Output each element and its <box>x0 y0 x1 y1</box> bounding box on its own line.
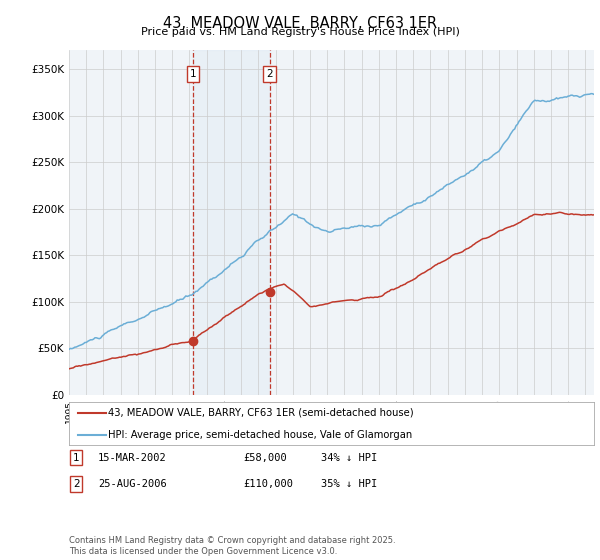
Text: 15-MAR-2002: 15-MAR-2002 <box>98 452 167 463</box>
Text: 43, MEADOW VALE, BARRY, CF63 1ER: 43, MEADOW VALE, BARRY, CF63 1ER <box>163 16 437 31</box>
Text: 1: 1 <box>73 452 80 463</box>
Text: 2: 2 <box>266 69 273 78</box>
Text: 43, MEADOW VALE, BARRY, CF63 1ER (semi-detached house): 43, MEADOW VALE, BARRY, CF63 1ER (semi-d… <box>109 408 414 418</box>
Text: 1: 1 <box>190 69 196 78</box>
Text: HPI: Average price, semi-detached house, Vale of Glamorgan: HPI: Average price, semi-detached house,… <box>109 430 413 440</box>
Text: Price paid vs. HM Land Registry's House Price Index (HPI): Price paid vs. HM Land Registry's House … <box>140 27 460 37</box>
Text: 25-AUG-2006: 25-AUG-2006 <box>98 479 167 489</box>
Text: £58,000: £58,000 <box>243 452 287 463</box>
Text: £110,000: £110,000 <box>243 479 293 489</box>
Text: 2: 2 <box>73 479 80 489</box>
Text: Contains HM Land Registry data © Crown copyright and database right 2025.
This d: Contains HM Land Registry data © Crown c… <box>69 536 395 556</box>
Text: 34% ↓ HPI: 34% ↓ HPI <box>321 452 377 463</box>
Text: 35% ↓ HPI: 35% ↓ HPI <box>321 479 377 489</box>
Bar <box>193 50 269 395</box>
